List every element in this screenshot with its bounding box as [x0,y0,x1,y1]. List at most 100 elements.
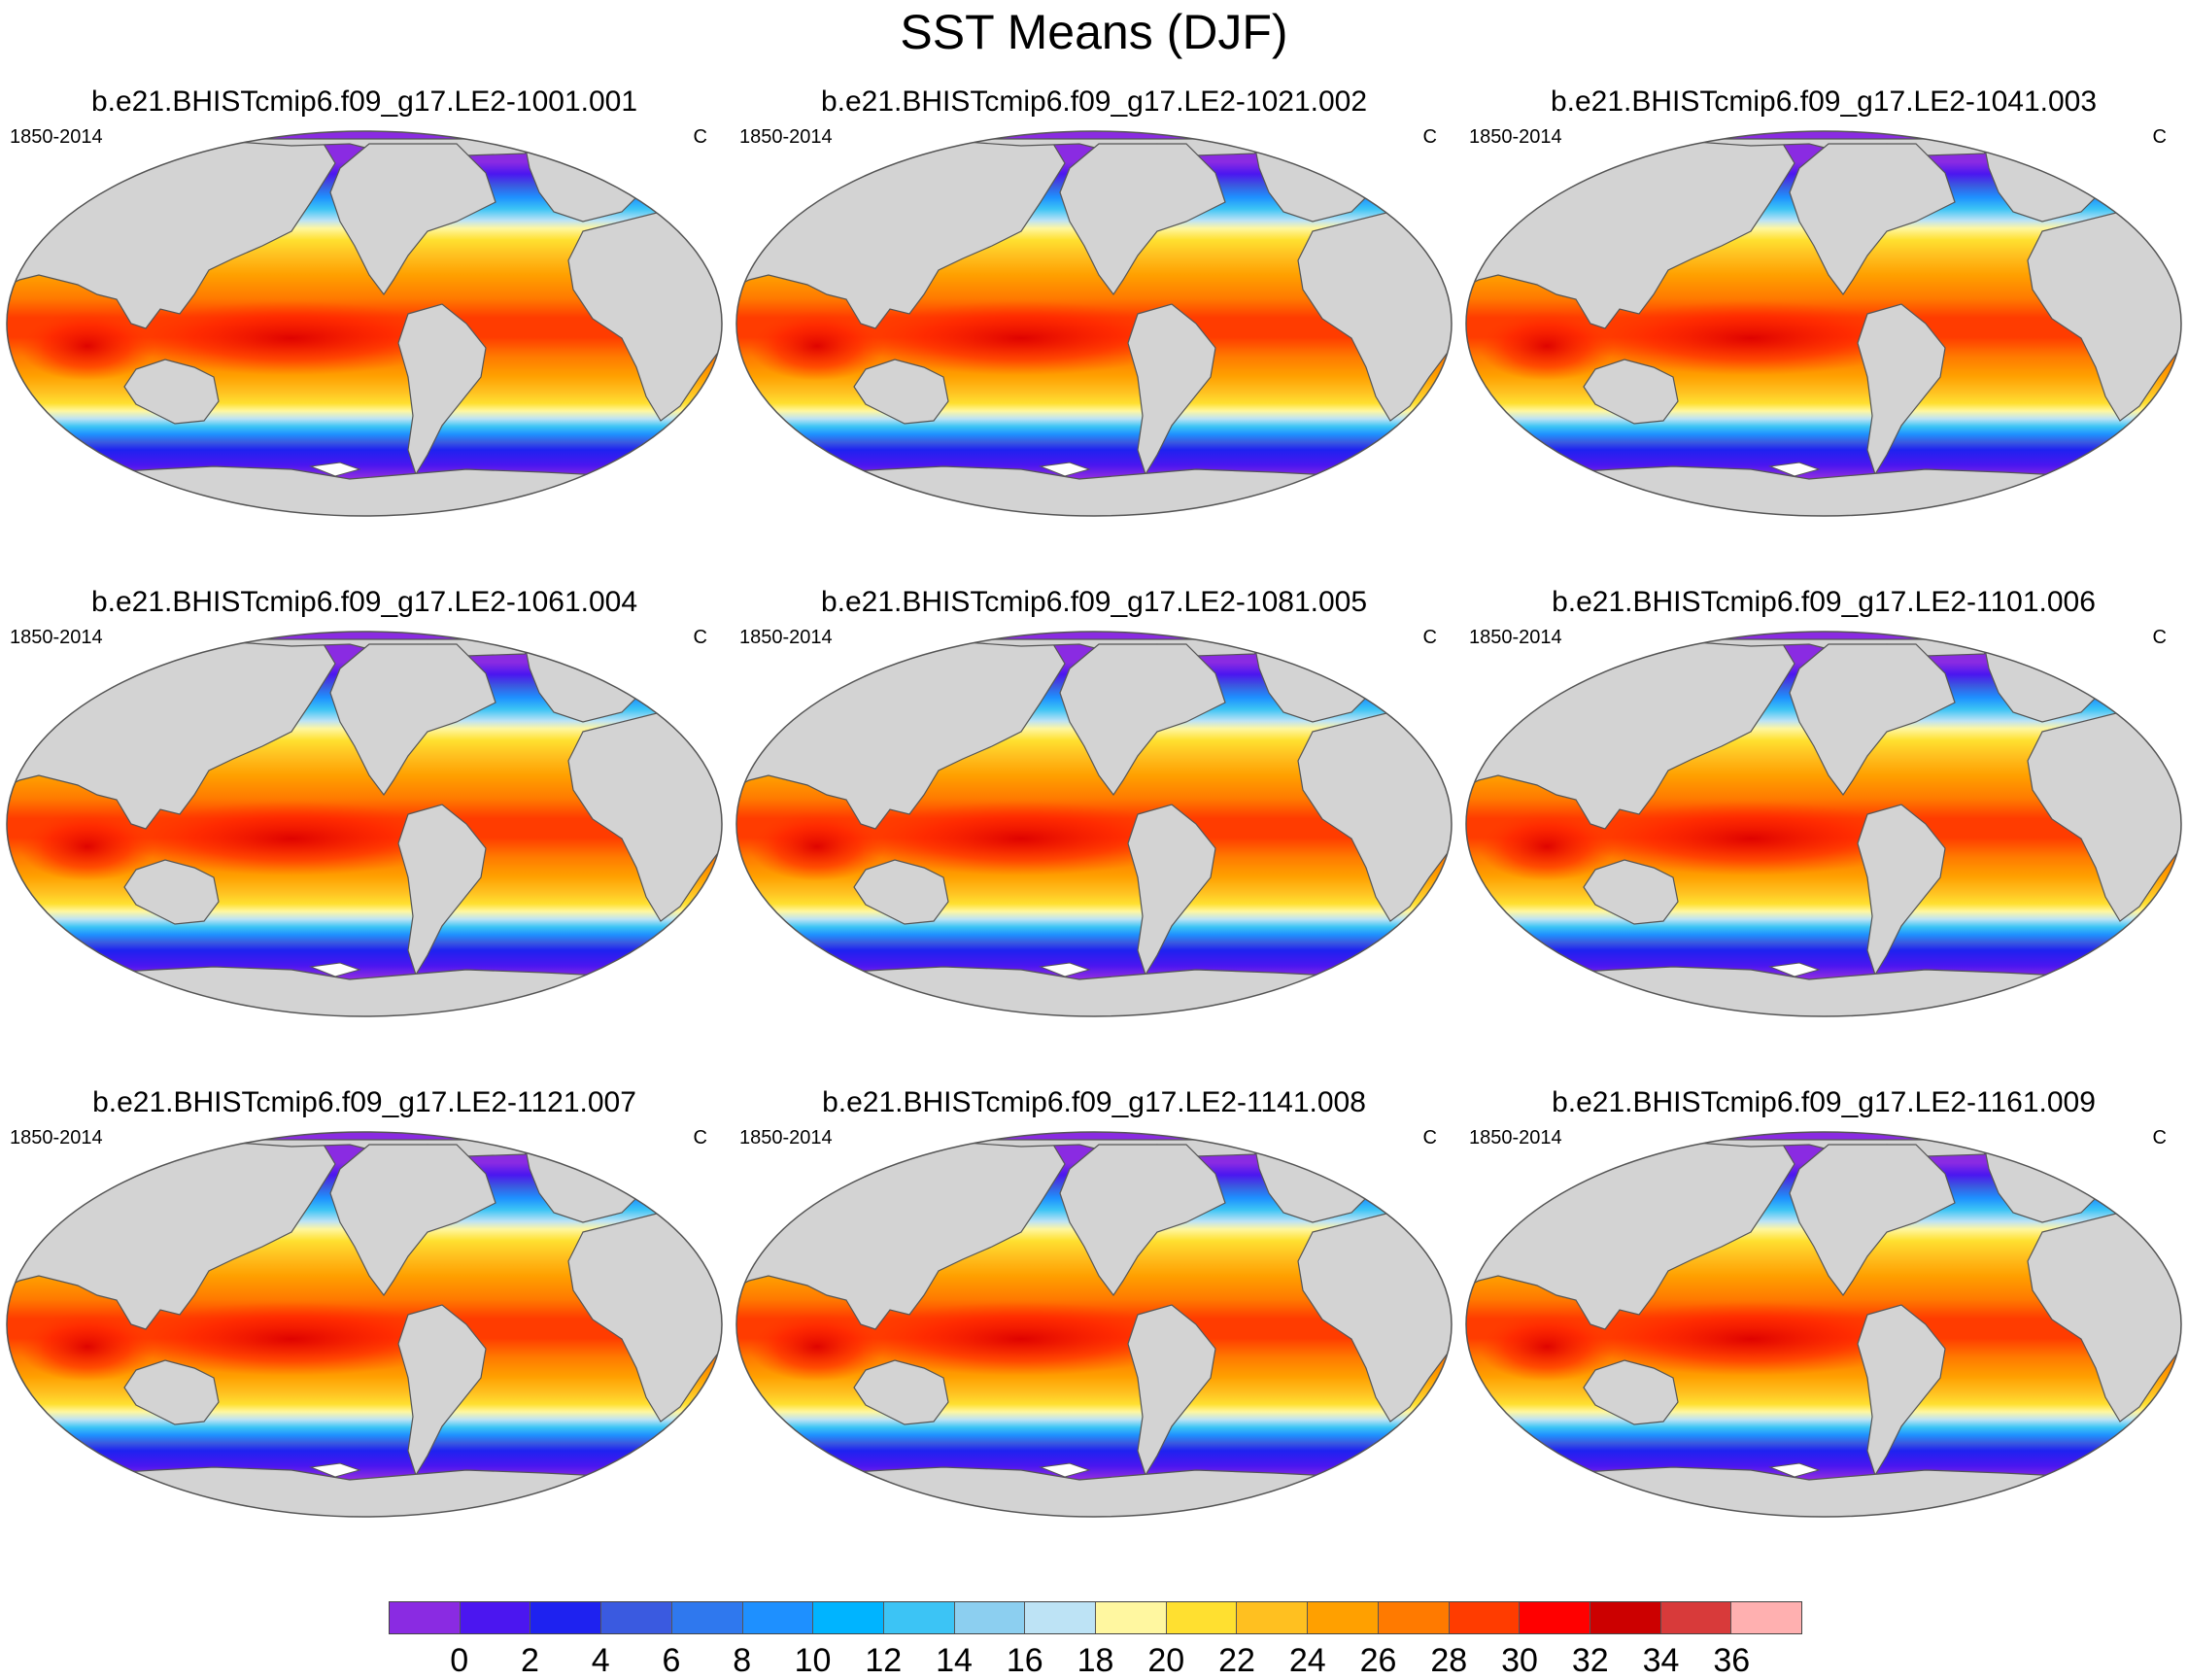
colorbar-tick-label: 34 [1642,1642,1680,1679]
north-america-landmass [1789,143,1956,296]
north-america-landmass [329,1144,496,1297]
warm-pool [1586,1302,1916,1376]
sst-map [1465,631,2182,1017]
warm-pool [19,311,155,381]
colorbar-swatch [601,1602,672,1633]
africa-landmass [2027,711,2181,922]
sst-map [1465,1131,2182,1518]
panel-title: b.e21.BHISTcmip6.f09_g17.LE2-1121.007 [92,1086,636,1118]
south-america-landmass [1127,1304,1216,1477]
panel-title: b.e21.BHISTcmip6.f09_g17.LE2-1041.003 [1550,86,2098,118]
panel-units-label: C [2152,126,2167,148]
antarctica-landmass [1466,1466,2181,1517]
colorbar-tick-label: 36 [1713,1642,1751,1679]
panel-period-label: 1850-2014 [739,627,833,648]
colorbar-tick-label: 32 [1571,1642,1609,1679]
panel-title: b.e21.BHISTcmip6.f09_g17.LE2-1021.002 [820,86,1368,118]
north-america-landmass [1059,643,1226,797]
map-panel: b.e21.BHISTcmip6.f09_g17.LE2-1021.002 185… [730,86,1458,542]
colorbar [389,1601,1802,1634]
ice-shelf [309,462,361,477]
colorbar-swatch [883,1602,955,1633]
south-america-landmass [1127,303,1216,476]
colorbar-swatch [1096,1602,1167,1633]
colorbar-tick-label: 8 [733,1642,752,1679]
warm-pool [1586,301,1916,375]
africa-landmass [1297,211,1452,422]
south-america-landmass [1127,804,1216,977]
globe-outline [735,1131,1453,1518]
antarctica-landmass [1466,465,2181,516]
colorbar-swatch [1660,1602,1732,1633]
warm-pool [126,1302,457,1376]
ice-shelf [1768,462,1821,477]
sst-map [6,631,723,1017]
map-panel: b.e21.BHISTcmip6.f09_g17.LE2-1041.003 185… [1459,86,2188,542]
australia-landmass [853,859,949,925]
warm-pool [749,1312,885,1382]
globe-outline [6,631,723,1017]
ice-shelf [1039,962,1091,977]
africa-landmass [1297,711,1452,922]
warm-pool [856,802,1186,875]
colorbar-swatch [1308,1602,1379,1633]
panel-units-label: C [693,1127,707,1149]
colorbar-swatch [390,1602,461,1633]
australia-landmass [1583,359,1679,425]
panel-period-label: 1850-2014 [10,627,103,648]
warm-pool [856,301,1186,375]
australia-landmass [123,1359,220,1425]
warm-pool [856,1302,1186,1376]
globe-outline [6,130,723,517]
map-panel: b.e21.BHISTcmip6.f09_g17.LE2-1081.005 185… [730,586,1458,1043]
south-america-landmass [1857,1304,1946,1477]
warm-pool [19,811,155,881]
colorbar-tick-label: 20 [1147,1642,1185,1679]
antarctica-landmass [7,1466,722,1517]
warm-pool [1479,811,1615,881]
panel-title: b.e21.BHISTcmip6.f09_g17.LE2-1081.005 [820,586,1368,618]
panel-units-label: C [1422,126,1437,148]
south-america-landmass [1857,804,1946,977]
africa-landmass [567,211,722,422]
australia-landmass [853,1359,949,1425]
australia-landmass [1583,859,1679,925]
australia-landmass [123,359,220,425]
ice-shelf [1768,1462,1821,1478]
ice-shelf [1768,962,1821,977]
north-america-landmass [329,143,496,296]
antarctica-landmass [736,966,1452,1016]
map-panel: b.e21.BHISTcmip6.f09_g17.LE2-1061.004 185… [0,586,729,1043]
colorbar-tick-label: 16 [1006,1642,1043,1679]
warm-pool [126,802,457,875]
colorbar-tick-label: 24 [1288,1642,1326,1679]
globe-outline [6,1131,723,1518]
ice-shelf [309,962,361,977]
colorbar-swatch [1731,1602,1802,1633]
colorbar-tick-label: 0 [450,1642,469,1679]
globe-outline [1465,1131,2182,1518]
north-america-landmass [329,643,496,797]
antarctica-landmass [736,465,1452,516]
colorbar-tick-label: 14 [936,1642,973,1679]
colorbar-swatch [460,1602,531,1633]
panel-units-label: C [693,126,707,148]
panel-title: b.e21.BHISTcmip6.f09_g17.LE2-1061.004 [90,586,638,618]
ice-shelf [1039,462,1091,477]
north-america-landmass [1059,143,1226,296]
sst-map [735,631,1453,1017]
colorbar-swatch [1590,1602,1661,1633]
panel-period-label: 1850-2014 [739,126,833,148]
panel-title: b.e21.BHISTcmip6.f09_g17.LE2-1001.001 [90,86,638,118]
antarctica-landmass [1466,966,2181,1016]
australia-landmass [123,859,220,925]
panel-period-label: 1850-2014 [1469,627,1562,648]
colorbar-swatch [742,1602,814,1633]
panel-units-label: C [693,627,707,648]
warm-pool [1479,1312,1615,1382]
warm-pool [19,1312,155,1382]
australia-landmass [853,359,949,425]
globe-outline [735,631,1453,1017]
figure-title: SST Means (DJF) [900,5,1288,59]
panel-units-label: C [1422,627,1437,648]
